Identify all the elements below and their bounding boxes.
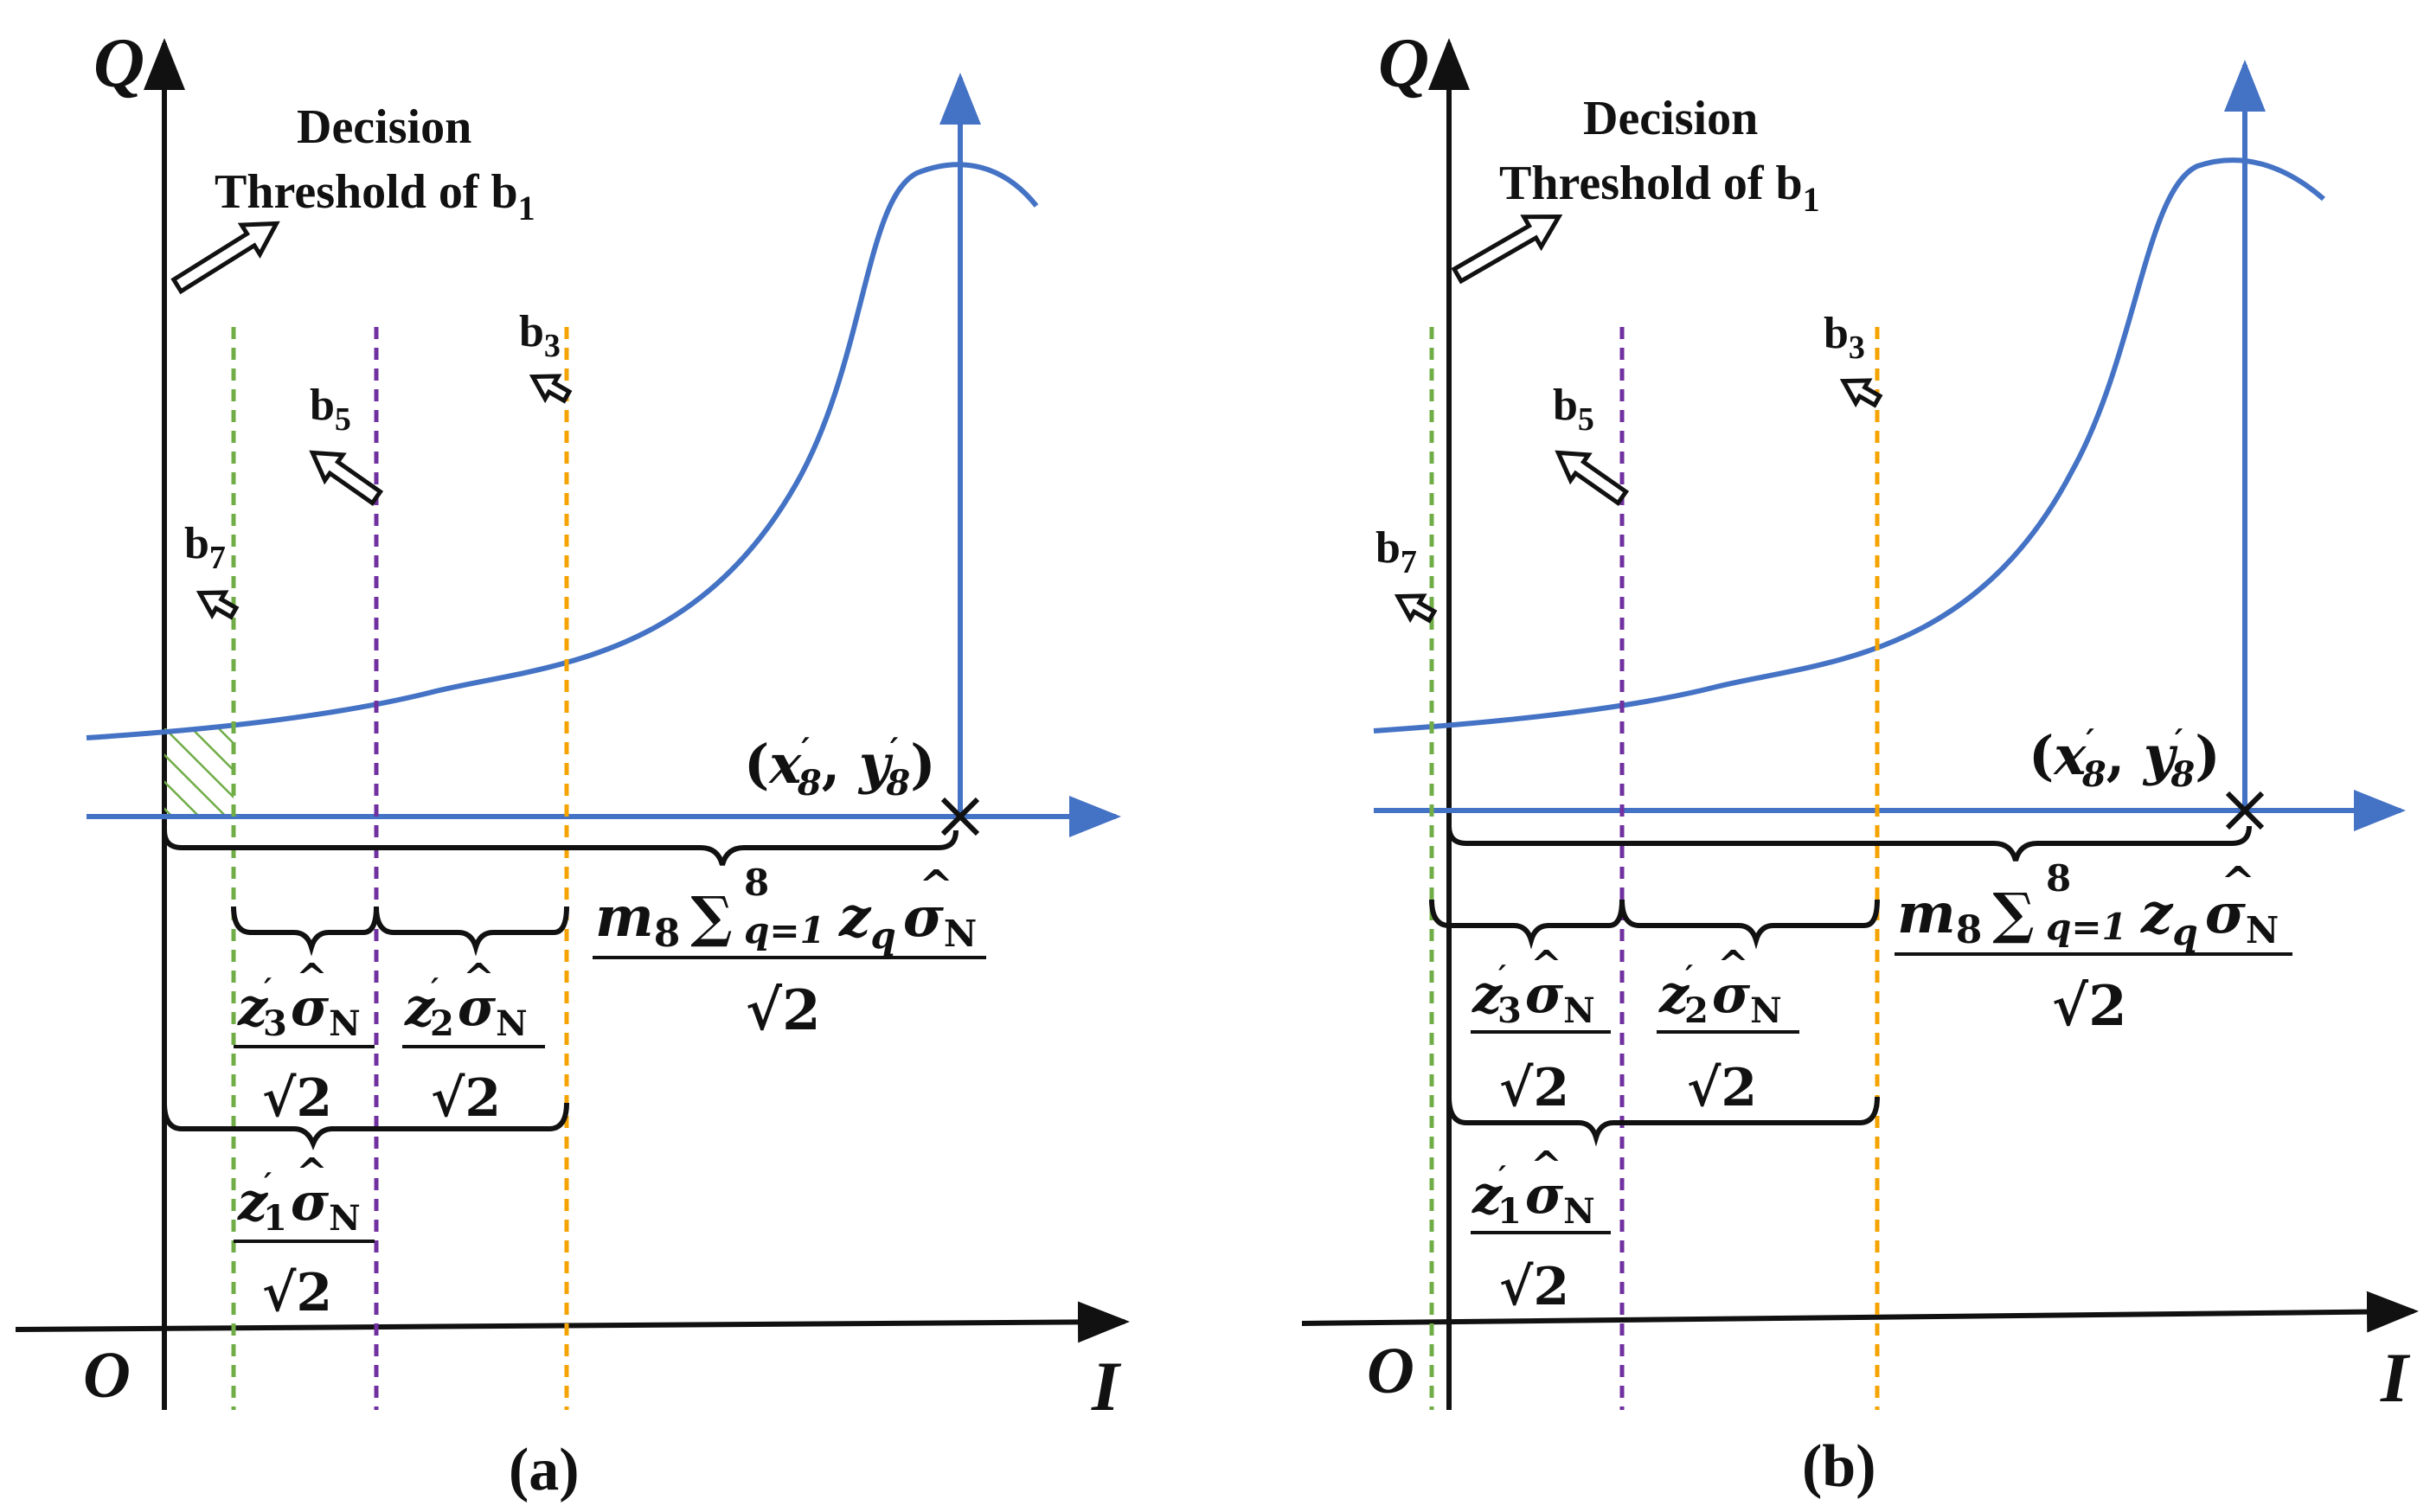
origin-label: O xyxy=(83,1339,131,1412)
b7-label: b7 xyxy=(1375,523,1417,580)
i-axis xyxy=(1301,1291,2419,1333)
hatched-region xyxy=(164,725,234,817)
z3-numerator: z′ 3σN xyxy=(1471,959,1595,1031)
panel-a xyxy=(15,38,1130,1410)
z2-numerator: z′ 2σN xyxy=(404,972,528,1044)
b3-arrow-icon xyxy=(1839,378,1883,408)
z3-denominator: √2 xyxy=(262,1068,332,1129)
z3-denominator: √2 xyxy=(1499,1058,1569,1118)
big-formula-z: zq σN xyxy=(838,885,977,957)
z3-numerator: z′ 3σN xyxy=(237,972,361,1044)
b3-label: b3 xyxy=(519,307,561,364)
z2-denominator: √2 xyxy=(431,1068,501,1129)
z1-denominator: √2 xyxy=(262,1263,332,1323)
panel-b xyxy=(1301,38,2419,1410)
threshold-arrow-icon xyxy=(170,221,280,295)
big-formula-sum-upper: 8 xyxy=(744,862,769,904)
z2-hat: ^ xyxy=(463,956,495,1000)
brace-z3 xyxy=(231,906,379,957)
big-formula-denominator: √2 xyxy=(746,978,821,1043)
blue-curve xyxy=(1373,157,2325,734)
big-formula-hat: ^ xyxy=(919,862,953,910)
i-axis-label: I xyxy=(1091,1347,1122,1426)
z2-numerator: z′ 2σN xyxy=(1658,959,1782,1031)
z1-hat: ^ xyxy=(296,1150,328,1195)
threshold-label-line1: Decision xyxy=(1583,92,1758,145)
brace-big xyxy=(162,830,959,866)
z1-numerator: z′ 1σN xyxy=(237,1167,361,1239)
threshold-arrow-icon xyxy=(1451,214,1563,285)
z1-denominator: √2 xyxy=(1499,1257,1569,1317)
b5-label: b5 xyxy=(310,381,351,438)
caption: (b) xyxy=(1802,1433,1876,1500)
brace-z1 xyxy=(1446,1096,1880,1147)
z2-hat: ^ xyxy=(1717,943,1749,987)
brace-z2 xyxy=(1619,899,1880,950)
big-formula-z: zq σN xyxy=(2140,881,2279,953)
z3-hat: ^ xyxy=(1530,943,1562,987)
cross-mark xyxy=(2225,791,2265,830)
big-formula-sum-lower: q=1 xyxy=(744,909,825,951)
threshold-label-line1: Decision xyxy=(297,100,471,154)
z3-hat: ^ xyxy=(296,956,328,1000)
brace-z1 xyxy=(162,1102,569,1150)
b7-label: b7 xyxy=(184,519,226,576)
z2-denominator: √2 xyxy=(1687,1058,1757,1118)
b7-arrow-icon xyxy=(196,590,240,620)
b5-arrow-icon xyxy=(309,450,384,507)
origin-label: O xyxy=(1367,1335,1414,1407)
threshold-label-line2: Threshold of b1 xyxy=(215,165,535,227)
panel-b-labels: Q I O (b) Decision Threshold of b1 b7 b5… xyxy=(1367,23,2411,1500)
brace-big xyxy=(1446,825,2252,862)
brace-z3 xyxy=(1429,899,1625,950)
b5-label: b5 xyxy=(1553,381,1594,438)
z1-numerator: z′ 1σN xyxy=(1471,1160,1595,1232)
panel-a-labels: Q I O (a) Decision Threshold of b1 b7 b5… xyxy=(83,23,1122,1503)
b3-label: b3 xyxy=(1824,309,1865,366)
threshold-label-line2: Threshold of b1 xyxy=(1499,157,1820,219)
point-label: (x′ 8, y′ 8) xyxy=(744,732,936,804)
q-axis-label: Q xyxy=(1378,23,1429,102)
i-axis-label: I xyxy=(2380,1338,2411,1417)
big-formula-sum-upper: 8 xyxy=(2046,857,2071,900)
big-formula-numerator: m8 ∑ xyxy=(1897,881,2035,952)
blue-curve xyxy=(86,162,1039,740)
caption: (a) xyxy=(509,1437,580,1503)
b3-arrow-icon xyxy=(529,374,573,404)
big-formula-sum-lower: q=1 xyxy=(2046,906,2127,948)
big-formula-numerator: m8 ∑ xyxy=(595,885,733,956)
point-label: (x′ 8, y′ 8) xyxy=(2029,723,2221,795)
i-axis xyxy=(15,1301,1130,1343)
big-formula-denominator: √2 xyxy=(2052,974,2127,1039)
brace-z2 xyxy=(374,906,569,957)
b7-arrow-icon xyxy=(1394,593,1438,624)
z1-hat: ^ xyxy=(1530,1144,1562,1188)
cross-mark xyxy=(940,797,980,836)
b5-arrow-icon xyxy=(1555,450,1630,507)
q-axis-label: Q xyxy=(93,23,144,102)
big-formula-hat: ^ xyxy=(2221,858,2255,907)
